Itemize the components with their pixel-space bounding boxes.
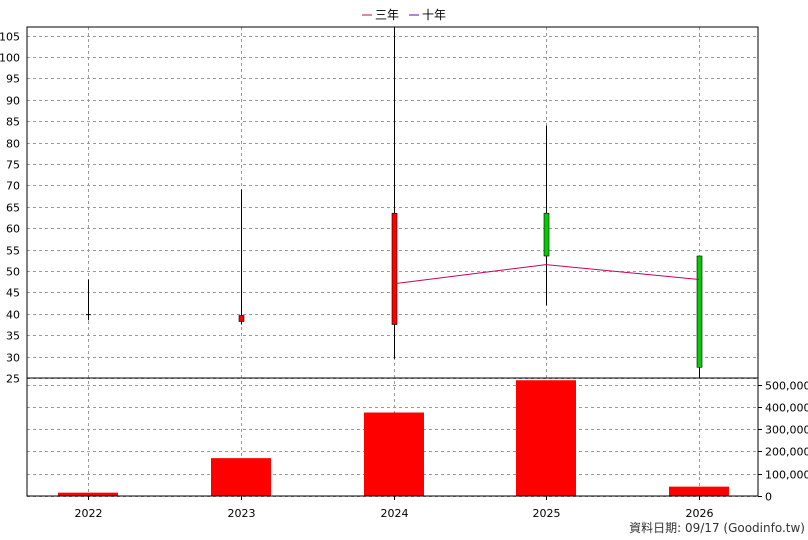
volume-y-tick-label: 300,000 <box>765 424 808 437</box>
source-note: 資料日期: 09/17 (Goodinfo.tw) <box>629 521 805 535</box>
volume-bar <box>58 492 118 496</box>
x-tick-label: 2026 <box>686 507 714 520</box>
price-y-tick-label: 100 <box>0 52 20 65</box>
volume-y-axis: 0 100,000 200,000 300,000 400,000 500,000 <box>758 380 808 504</box>
volume-bar <box>669 486 729 496</box>
price-y-tick-label: 85 <box>6 116 20 129</box>
volume-y-tick-label: 400,000 <box>765 402 808 415</box>
x-tick-label: 2022 <box>75 507 103 520</box>
price-y-tick-label: 55 <box>6 245 20 258</box>
candlestick-plot <box>86 27 703 378</box>
candle-body <box>238 315 245 322</box>
candle-body <box>543 212 550 257</box>
candle-body <box>696 255 703 368</box>
volume-y-tick-label: 500,000 <box>765 380 808 393</box>
price-y-tick-label: 50 <box>6 266 20 279</box>
price-panel-frame <box>26 26 759 379</box>
candle-body <box>391 212 398 325</box>
x-axis: 2022 2023 2024 2025 2026 <box>75 496 714 520</box>
volume-panel-frame <box>26 377 759 497</box>
volume-bar <box>516 380 576 496</box>
price-y-tick-label: 45 <box>6 287 20 300</box>
x-tick-label: 2025 <box>533 507 561 520</box>
price-y-tick-label: 25 <box>6 373 20 386</box>
price-y-tick-label: 40 <box>6 309 20 322</box>
price-y-tick-label: 80 <box>6 138 20 151</box>
price-y-tick-label: 60 <box>6 223 20 236</box>
price-y-axis: 25 30 35 40 45 50 55 60 65 70 75 80 85 90 95 100 105 <box>0 31 20 386</box>
x-tick-label: 2024 <box>381 507 409 520</box>
price-y-tick-label: 35 <box>6 330 20 343</box>
price-y-tick-label: 30 <box>6 352 20 365</box>
price-y-tick-label: 95 <box>6 73 20 86</box>
volume-bar <box>211 458 271 496</box>
price-y-tick-label: 75 <box>6 159 20 172</box>
price-y-tick-label: 90 <box>6 95 20 108</box>
ma-line-three-year <box>393 264 700 285</box>
volume-bars <box>58 380 729 496</box>
legend-label-ten-year: 十年 <box>422 8 446 22</box>
legend-label-three-year: 三年 <box>375 8 399 22</box>
volume-y-tick-label: 100,000 <box>765 469 808 482</box>
volume-y-tick-label: 0 <box>765 491 772 504</box>
price-y-tick-label: 65 <box>6 202 20 215</box>
volume-bar <box>364 412 424 496</box>
price-y-tick-label: 105 <box>0 31 20 44</box>
volume-y-tick-label: 200,000 <box>765 446 808 459</box>
price-y-tick-label: 70 <box>6 180 20 193</box>
x-tick-label: 2023 <box>228 507 256 520</box>
legend: 三年 十年 <box>362 8 446 22</box>
